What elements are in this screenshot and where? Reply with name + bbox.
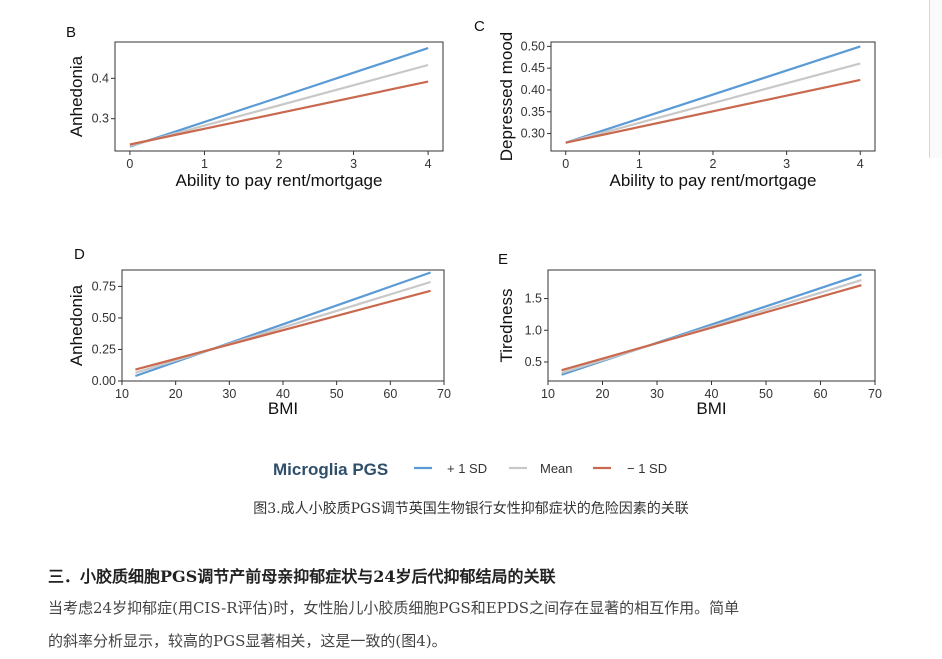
x-tick-label: 70 <box>868 387 882 401</box>
series-line-d-mean <box>135 280 431 374</box>
y-tick-label: 1.5 <box>525 292 542 306</box>
y-axis-title-b: Anhedonia <box>67 55 86 137</box>
legend-label-2: − 1 SD <box>627 461 667 476</box>
x-tick-label: 70 <box>437 387 451 401</box>
y-tick-label: 1.0 <box>525 323 542 337</box>
x-axis-title-c: Ability to pay rent/mortgage <box>610 171 817 190</box>
x-axis-title-e: BMI <box>696 399 726 418</box>
x-tick-label: 0 <box>126 157 133 171</box>
y-tick-label: 0.45 <box>521 61 545 75</box>
x-axis-title-b: Ability to pay rent/mortgage <box>176 171 383 190</box>
series-line-e-mean <box>561 279 862 374</box>
section-heading: 三．小胶质细胞PGS调节产前母亲抑郁症状与24岁后代抑郁结局的关联 <box>48 567 556 586</box>
figure-chart: B 0 1 2 3 4 0.3 0.4 Ability to pay rent/mortgage… <box>66 18 882 479</box>
x-tick-label: 20 <box>169 387 183 401</box>
x-tick-label: 4 <box>425 157 432 171</box>
series-line-b-minus-1sd <box>129 80 429 146</box>
legend-title: Microglia PGS <box>273 460 388 479</box>
panel-letter-c: C <box>474 18 485 35</box>
x-tick-label: 40 <box>705 387 719 401</box>
legend-label-0: + 1 SD <box>447 461 487 476</box>
series-line-d-minus-1sd <box>135 289 431 371</box>
paragraph-line-1: 当考虑24岁抑郁症(用CIS-R评估)时，女性胎儿小胶质细胞PGS和EPDS之间… <box>48 599 740 617</box>
legend-label-1: Mean <box>540 461 573 476</box>
x-tick-label: 40 <box>276 387 290 401</box>
series-line-c-mean <box>565 62 861 144</box>
x-tick-label: 50 <box>759 387 773 401</box>
x-tick-label: 1 <box>636 157 643 171</box>
y-axis-title-e: Tiredness <box>497 288 516 362</box>
y-tick-label: 0.5 <box>525 355 542 369</box>
figure-caption: 图3.成人小胶质PGS调节英国生物银行女性抑郁症状的危险因素的关联 <box>253 501 689 517</box>
x-tick-label: 4 <box>857 157 864 171</box>
x-tick-label: 20 <box>596 387 610 401</box>
y-tick-label: 0.35 <box>521 105 545 119</box>
y-tick-label: 0.40 <box>521 83 545 97</box>
y-tick-label: 0.4 <box>92 71 109 85</box>
x-tick-label: 10 <box>115 387 129 401</box>
x-tick-label: 10 <box>541 387 555 401</box>
series-line-c-minus-1sd <box>565 78 861 144</box>
panel-letter-e: E <box>498 251 508 268</box>
x-tick-label: 30 <box>222 387 236 401</box>
y-tick-label: 0.50 <box>521 39 545 53</box>
y-tick-label: 0.30 <box>521 127 545 141</box>
y-axis-title-d: Anhedonia <box>67 284 86 366</box>
series-line-e-minus-1sd <box>561 284 862 372</box>
series-line-c-plus-1sd <box>565 45 861 144</box>
y-tick-label: 0.50 <box>92 311 116 325</box>
x-tick-label: 2 <box>276 157 283 171</box>
y-tick-label: 0.00 <box>92 374 116 388</box>
y-tick-label: 0.3 <box>92 112 109 126</box>
series-line-b-plus-1sd <box>129 47 429 148</box>
series-line-d-plus-1sd <box>135 271 431 378</box>
x-tick-label: 1 <box>201 157 208 171</box>
y-tick-label: 0.75 <box>92 279 116 293</box>
x-tick-label: 60 <box>814 387 828 401</box>
x-tick-label: 3 <box>783 157 790 171</box>
panel-letter-d: D <box>74 246 85 263</box>
scrollbar-track[interactable] <box>929 0 942 158</box>
x-tick-label: 30 <box>650 387 664 401</box>
x-tick-label: 50 <box>330 387 344 401</box>
x-tick-label: 0 <box>562 157 569 171</box>
paragraph-line-2: 的斜率分析显示，较高的PGS显著相关，这是一致的(图4)。 <box>48 632 447 650</box>
x-tick-label: 2 <box>710 157 717 171</box>
y-tick-label: 0.25 <box>92 342 116 356</box>
panel-letter-b: B <box>66 24 76 41</box>
x-tick-label: 60 <box>383 387 397 401</box>
x-axis-title-d: BMI <box>268 399 298 418</box>
series-line-b-mean <box>129 63 429 147</box>
y-axis-title-c: Depressed mood <box>497 32 516 161</box>
x-tick-label: 3 <box>350 157 357 171</box>
